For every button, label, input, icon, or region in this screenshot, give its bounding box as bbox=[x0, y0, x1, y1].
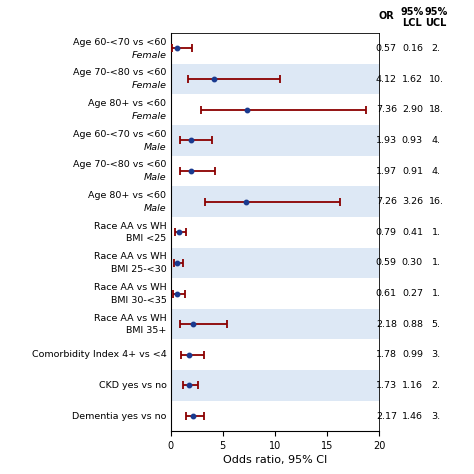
Text: 1.93: 1.93 bbox=[376, 136, 397, 145]
Text: 0.91: 0.91 bbox=[402, 166, 423, 175]
Text: 4.12: 4.12 bbox=[376, 74, 397, 83]
Bar bbox=[171, 370, 379, 401]
Text: 5.: 5. bbox=[432, 319, 440, 328]
Text: Male: Male bbox=[144, 173, 166, 182]
Text: Age 80+ vs <60: Age 80+ vs <60 bbox=[89, 191, 166, 200]
Text: 0.93: 0.93 bbox=[402, 136, 423, 145]
Text: Female: Female bbox=[131, 82, 166, 91]
Text: 3.26: 3.26 bbox=[402, 197, 423, 206]
Text: 2.: 2. bbox=[432, 44, 440, 53]
Bar bbox=[171, 186, 379, 217]
Text: Male: Male bbox=[144, 143, 166, 152]
Text: 7.26: 7.26 bbox=[376, 197, 397, 206]
Text: Age 60-<70 vs <60: Age 60-<70 vs <60 bbox=[73, 38, 166, 47]
Text: 18.: 18. bbox=[428, 105, 444, 114]
Text: 1.78: 1.78 bbox=[376, 350, 397, 359]
Text: 0.57: 0.57 bbox=[376, 44, 397, 53]
Text: 3.: 3. bbox=[431, 350, 441, 359]
Text: OR: OR bbox=[378, 11, 394, 21]
Text: 0.88: 0.88 bbox=[402, 319, 423, 328]
Bar bbox=[171, 125, 379, 155]
Text: Male: Male bbox=[144, 204, 166, 213]
Text: 1.: 1. bbox=[432, 289, 440, 298]
Text: Age 70-<80 vs <60: Age 70-<80 vs <60 bbox=[73, 69, 166, 77]
Text: 1.97: 1.97 bbox=[376, 166, 397, 175]
Text: 4.: 4. bbox=[432, 166, 440, 175]
Text: 2.17: 2.17 bbox=[376, 411, 397, 420]
Text: 0.41: 0.41 bbox=[402, 228, 423, 237]
Text: BMI 35+: BMI 35+ bbox=[126, 327, 166, 336]
Text: 16.: 16. bbox=[428, 197, 444, 206]
Text: 2.18: 2.18 bbox=[376, 319, 397, 328]
Text: Race AA vs WH: Race AA vs WH bbox=[94, 313, 166, 322]
Text: BMI 25-<30: BMI 25-<30 bbox=[111, 265, 166, 274]
Bar bbox=[171, 247, 379, 278]
Text: CKD yes vs no: CKD yes vs no bbox=[99, 381, 166, 390]
Text: Female: Female bbox=[131, 112, 166, 121]
Text: 1.62: 1.62 bbox=[402, 74, 423, 83]
Bar bbox=[171, 64, 379, 94]
Text: 3.: 3. bbox=[431, 411, 441, 420]
Text: 2.90: 2.90 bbox=[402, 105, 423, 114]
Text: Comorbidity Index 4+ vs <4: Comorbidity Index 4+ vs <4 bbox=[32, 350, 166, 359]
Text: 0.30: 0.30 bbox=[402, 258, 423, 267]
Text: 0.79: 0.79 bbox=[376, 228, 397, 237]
Text: Race AA vs WH: Race AA vs WH bbox=[94, 222, 166, 231]
Text: 1.: 1. bbox=[432, 258, 440, 267]
Text: 0.99: 0.99 bbox=[402, 350, 423, 359]
X-axis label: Odds ratio, 95% CI: Odds ratio, 95% CI bbox=[223, 455, 327, 465]
Text: BMI 30-<35: BMI 30-<35 bbox=[110, 296, 166, 305]
Text: 10.: 10. bbox=[428, 74, 444, 83]
Text: Race AA vs WH: Race AA vs WH bbox=[94, 283, 166, 292]
Text: Age 60-<70 vs <60: Age 60-<70 vs <60 bbox=[73, 130, 166, 139]
Text: 0.27: 0.27 bbox=[402, 289, 423, 298]
Text: 1.46: 1.46 bbox=[402, 411, 423, 420]
Text: 4.: 4. bbox=[432, 136, 440, 145]
Text: Age 70-<80 vs <60: Age 70-<80 vs <60 bbox=[73, 160, 166, 169]
Text: Dementia yes vs no: Dementia yes vs no bbox=[72, 411, 166, 420]
Text: 0.61: 0.61 bbox=[376, 289, 397, 298]
Text: 7.36: 7.36 bbox=[376, 105, 397, 114]
Text: 1.16: 1.16 bbox=[402, 381, 423, 390]
Text: 2.: 2. bbox=[432, 381, 440, 390]
Text: 1.73: 1.73 bbox=[376, 381, 397, 390]
Text: 95%
UCL: 95% UCL bbox=[424, 7, 448, 28]
Text: 95%
LCL: 95% LCL bbox=[401, 7, 424, 28]
Text: 0.16: 0.16 bbox=[402, 44, 423, 53]
Text: 1.: 1. bbox=[432, 228, 440, 237]
Bar bbox=[171, 309, 379, 339]
Text: Race AA vs WH: Race AA vs WH bbox=[94, 252, 166, 261]
Text: Age 80+ vs <60: Age 80+ vs <60 bbox=[89, 99, 166, 108]
Text: 0.59: 0.59 bbox=[376, 258, 397, 267]
Text: BMI <25: BMI <25 bbox=[126, 235, 166, 244]
Text: Female: Female bbox=[131, 51, 166, 60]
